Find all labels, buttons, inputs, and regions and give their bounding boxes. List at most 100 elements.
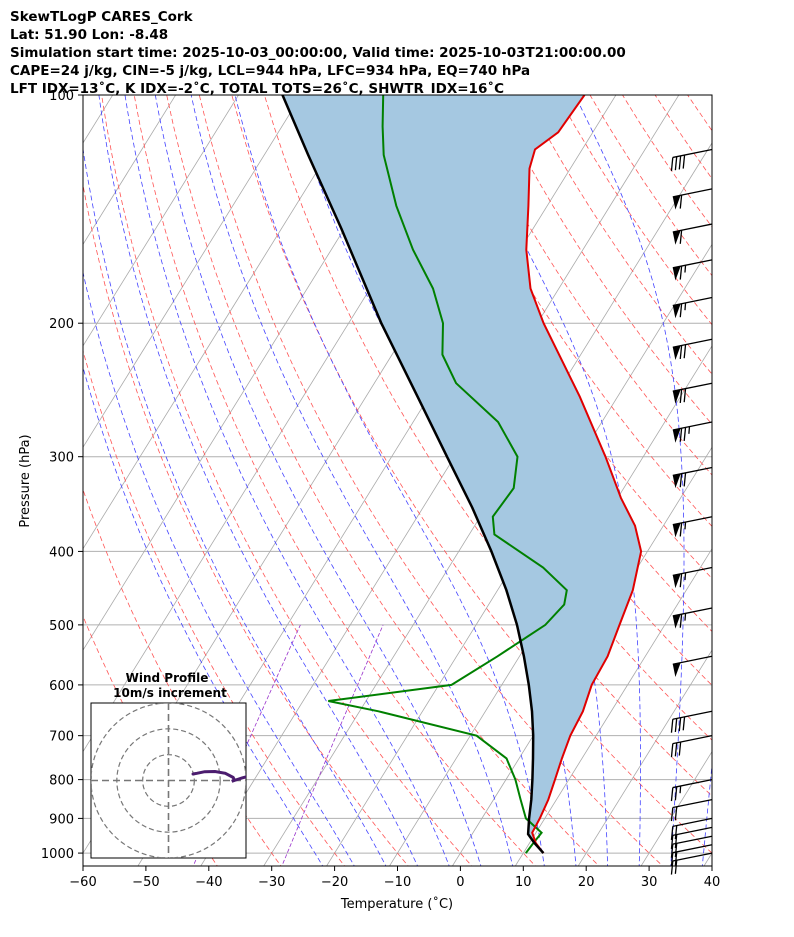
- barb-full: [670, 787, 674, 802]
- barb-staff: [672, 259, 713, 269]
- moist-adiabat: [154, 95, 482, 866]
- barb-staff: [672, 566, 713, 577]
- isotherm-line: [389, 345, 712, 866]
- isotherm-line: [83, 95, 239, 347]
- barb-full: [679, 522, 683, 537]
- barb-staff: [672, 826, 713, 837]
- dry-adiabat: [166, 95, 600, 866]
- barb-staff: [672, 466, 713, 477]
- barb-full: [679, 473, 683, 488]
- barb-full: [678, 717, 682, 732]
- hodograph-title: Wind Profile: [126, 671, 209, 685]
- barb-full: [678, 155, 682, 170]
- convective-parameters: CAPE=24 j/kg, CIN=-5 j/kg, LCL=944 hPa, …: [10, 63, 531, 79]
- y-tick-label: 1000: [41, 847, 74, 862]
- y-tick-label: 700: [49, 730, 74, 745]
- chart-header: SkewTLogP CARES_Cork Lat: 51.90 Lon: -8.…: [10, 8, 626, 98]
- wind-barb: [672, 566, 713, 589]
- dry-adiabat: [589, 95, 712, 277]
- barb-staff: [672, 798, 713, 809]
- dry-adiabat: [720, 95, 794, 869]
- wind-barb: [672, 223, 713, 245]
- hodograph-subtitle: 10m/s increment: [113, 686, 227, 700]
- barb-full: [670, 835, 674, 849]
- barb-staff: [672, 778, 713, 789]
- isotherm-line: [703, 852, 712, 866]
- barb-full: [679, 303, 683, 318]
- x-tick-label: −10: [384, 875, 411, 890]
- barb-half: [688, 426, 691, 434]
- barb-full: [678, 741, 682, 756]
- dewpoint-line: [328, 95, 568, 854]
- dry-adiabat: [491, 95, 712, 425]
- barb-staff: [672, 223, 713, 233]
- stability-indices: LFT IDX=13˚C, K IDX=-2˚C, TOTAL TOTS=26˚…: [10, 81, 505, 97]
- barb-full: [670, 743, 674, 758]
- parcel-line: [281, 95, 545, 854]
- barb-flag: [672, 473, 681, 489]
- barb-full: [679, 428, 683, 442]
- x-tick-label: 10: [515, 875, 532, 890]
- wind-barb: [672, 607, 713, 629]
- barb-full: [670, 807, 674, 822]
- wind-barb: [672, 655, 713, 677]
- barb-staff: [672, 607, 713, 617]
- y-tick-label: 100: [49, 89, 74, 104]
- dry-adiabat: [101, 95, 473, 866]
- wind-barb: [670, 835, 713, 858]
- barb-full: [674, 742, 678, 757]
- barb-full: [679, 573, 683, 588]
- barb-staff: [672, 817, 713, 827]
- dry-adiabat: [459, 95, 712, 476]
- wind-barb: [672, 382, 713, 404]
- barb-half: [684, 265, 687, 273]
- cape-fill: [282, 95, 642, 854]
- barb-flag: [672, 345, 681, 360]
- x-tick-label: −60: [69, 875, 96, 890]
- y-tick-label: 200: [49, 317, 74, 332]
- barb-staff: [672, 735, 713, 745]
- dry-adiabat: [83, 615, 218, 866]
- barb-full: [683, 427, 687, 441]
- moist-adiabat: [574, 95, 685, 866]
- barb-full: [674, 851, 678, 866]
- barb-full: [679, 389, 683, 403]
- wind-barb: [670, 852, 713, 875]
- isotherm-line: [200, 95, 680, 866]
- barb-full: [679, 265, 683, 280]
- barb-staff: [672, 382, 713, 392]
- x-tick-label: 20: [578, 875, 595, 890]
- barb-staff: [672, 655, 713, 665]
- y-tick-label: 400: [49, 545, 74, 560]
- barb-full: [670, 719, 674, 733]
- barb-staff: [672, 852, 713, 862]
- wind-barb: [670, 778, 713, 802]
- barb-staff: [672, 421, 713, 431]
- wind-barb: [670, 826, 713, 849]
- y-tick-label: 900: [49, 812, 74, 827]
- dry-adiabat: [83, 182, 409, 866]
- barb-half: [684, 572, 687, 581]
- wind-barb: [670, 148, 713, 172]
- barb-full: [682, 154, 686, 169]
- wind-barb: [672, 421, 713, 443]
- x-tick-label: −50: [132, 875, 159, 890]
- dry-adiabat: [329, 95, 712, 686]
- isotherm-line: [83, 95, 177, 246]
- wind-barb: [670, 735, 713, 758]
- barb-half: [684, 302, 687, 311]
- barb-flag: [672, 266, 681, 281]
- barb-flag: [672, 389, 681, 404]
- barb-full: [674, 834, 678, 849]
- temperature-line: [525, 95, 643, 854]
- x-axis: −60 −50 −40 −30 −20 −10 0 10 20 30 40: [69, 866, 720, 890]
- barb-full: [674, 825, 678, 840]
- barb-staff: [672, 188, 713, 198]
- wind-barb: [672, 516, 713, 538]
- barb-half: [679, 785, 682, 794]
- barb-full: [683, 472, 687, 487]
- barb-flag: [672, 614, 681, 629]
- y-tick-label: 800: [49, 774, 74, 789]
- hodograph-trace: [191, 769, 246, 783]
